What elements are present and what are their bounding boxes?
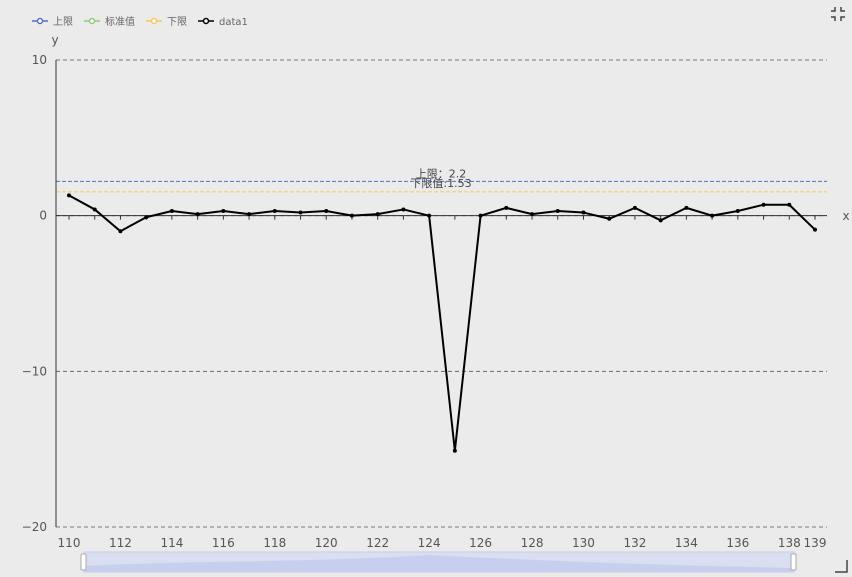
data-point[interactable]: [658, 218, 663, 223]
x-tick-label: 136: [726, 536, 749, 550]
legend-item-4[interactable]: data1: [198, 17, 248, 28]
data-point[interactable]: [298, 210, 303, 215]
x-tick-label: 134: [675, 536, 698, 550]
legend-marker-icon: [36, 17, 44, 25]
legend-item-1[interactable]: 上限: [32, 16, 73, 28]
reference-line-label: 上限：2.2: [416, 167, 467, 180]
data-point[interactable]: [735, 208, 740, 213]
x-tick-label: 114: [160, 536, 183, 550]
data-point[interactable]: [118, 229, 123, 234]
data-point[interactable]: [452, 448, 457, 453]
legend[interactable]: 上限 标准值 下限 data1: [32, 15, 248, 28]
x-tick-label: 120: [315, 536, 338, 550]
reference-line-label: 下限值:1.53: [410, 177, 471, 190]
data-point[interactable]: [555, 208, 560, 213]
data-point[interactable]: [92, 207, 97, 212]
y-tick-label: −20: [22, 520, 47, 534]
x-axis-name: x: [842, 209, 849, 223]
x-tick-label: 112: [109, 536, 132, 550]
y-tick-label: −10: [22, 364, 47, 378]
legend-item-3[interactable]: 下限: [146, 16, 187, 28]
x-tick-label: 126: [469, 536, 492, 550]
data-point[interactable]: [247, 212, 252, 217]
data-point[interactable]: [221, 208, 226, 213]
data-point[interactable]: [169, 208, 174, 213]
data-point[interactable]: [478, 213, 483, 218]
x-tick-label: 138: [778, 536, 801, 550]
data-point[interactable]: [607, 216, 612, 221]
legend-label: 上限: [53, 16, 73, 28]
legend-label: 标准值: [105, 15, 135, 28]
y-axis-name: y: [51, 33, 58, 47]
y-tick-label: 0: [39, 209, 47, 223]
x-tick-label: 130: [572, 536, 595, 550]
data-point[interactable]: [530, 212, 535, 217]
data-zoom-preview: [84, 555, 794, 572]
data-point[interactable]: [195, 212, 200, 217]
data-point[interactable]: [272, 208, 277, 213]
legend-marker-icon: [202, 17, 210, 25]
legend-marker-icon: [88, 17, 96, 25]
data-point[interactable]: [761, 202, 766, 207]
legend-label: data1: [219, 17, 248, 28]
x-tick-label: 110: [58, 536, 81, 550]
data-point[interactable]: [349, 213, 354, 218]
data-point[interactable]: [324, 208, 329, 213]
y-tick-label: 10: [32, 53, 47, 67]
legend-marker-icon: [150, 17, 158, 25]
x-tick-label: 122: [366, 536, 389, 550]
series-line: [68, 194, 816, 452]
series-data1: [67, 193, 817, 453]
data-point[interactable]: [632, 205, 637, 210]
resize-handle-icon[interactable]: [834, 558, 848, 573]
axes: y x 110 112 114 116 118 120 122 124 126 128 130 132 13…: [51, 33, 849, 550]
data-point[interactable]: [581, 210, 586, 215]
legend-label: 下限: [167, 16, 187, 28]
fullscreen-exit-icon[interactable]: [830, 6, 846, 22]
x-tick-label: 132: [623, 536, 646, 550]
x-tick-label: 116: [212, 536, 235, 550]
data-point[interactable]: [144, 215, 149, 220]
x-tick-label: 128: [521, 536, 544, 550]
data-point[interactable]: [710, 213, 715, 218]
data-zoom-right-handle[interactable]: [790, 553, 797, 571]
data-point[interactable]: [684, 205, 689, 210]
data-zoom-left-handle[interactable]: [80, 553, 87, 571]
x-tick-label: 139: [804, 536, 827, 550]
grid: 10 0 −10 −20: [22, 53, 827, 534]
data-point[interactable]: [375, 212, 380, 217]
x-tick-label: 118: [263, 536, 286, 550]
data-point[interactable]: [427, 213, 432, 218]
data-point[interactable]: [813, 227, 817, 232]
data-point[interactable]: [504, 205, 509, 210]
legend-item-2[interactable]: 标准值: [84, 15, 135, 28]
data-point[interactable]: [787, 202, 792, 207]
data-zoom-slider[interactable]: [80, 551, 797, 573]
data-point[interactable]: [67, 193, 71, 198]
data-point[interactable]: [401, 207, 406, 212]
x-tick-label: 124: [418, 536, 441, 550]
